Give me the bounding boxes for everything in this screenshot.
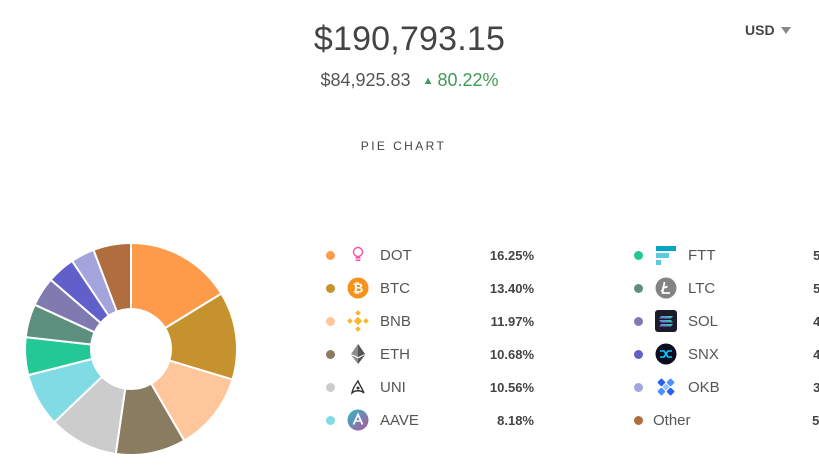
currency-selector[interactable]: USD bbox=[745, 22, 791, 38]
legend-item-uni[interactable]: UNI 10.56% bbox=[326, 374, 534, 400]
portfolio-change: ▲ 80.22% bbox=[423, 70, 499, 90]
legend-item-snx[interactable]: SNX 4.29% bbox=[634, 341, 819, 367]
legend-percent: 8.18% bbox=[497, 412, 534, 428]
legend-item-okb[interactable]: OKB 3.63% bbox=[634, 374, 819, 400]
legend-percent: 3.63% bbox=[813, 379, 819, 395]
legend-percent: 5.75% bbox=[812, 412, 819, 428]
legend-item-aave[interactable]: AAVE 8.18% bbox=[326, 407, 534, 433]
legend-symbol: AAVE bbox=[380, 411, 419, 429]
legend-symbol: Other bbox=[653, 411, 691, 429]
portfolio-change-line: $84,925.83 ▲ 80.22% bbox=[0, 70, 819, 91]
legend-item-sol[interactable]: SOL 4.47% bbox=[634, 308, 819, 334]
ltc-icon bbox=[655, 277, 677, 299]
legend-item-dot[interactable]: DOT 16.25% bbox=[326, 242, 534, 268]
pie-chart bbox=[24, 241, 238, 456]
currency-value: USD bbox=[745, 22, 775, 38]
legend-item-ltc[interactable]: LTC 5.07% bbox=[634, 275, 819, 301]
legend-swatch bbox=[326, 250, 335, 260]
legend-symbol: SNX bbox=[688, 345, 719, 363]
legend-percent: 13.40% bbox=[489, 280, 534, 296]
legend-symbol: LTC bbox=[688, 279, 716, 297]
legend-swatch bbox=[326, 349, 335, 359]
portfolio-change-percent: 80.22% bbox=[437, 70, 499, 90]
legend-percent: 16.25% bbox=[489, 247, 534, 263]
pie-slice-other[interactable] bbox=[92, 241, 132, 313]
portfolio-base-value: $84,925.83 bbox=[320, 70, 411, 90]
caret-down-icon bbox=[780, 26, 791, 34]
legend-symbol: SOL bbox=[688, 312, 719, 330]
sol-icon bbox=[655, 310, 677, 332]
legend-swatch bbox=[634, 349, 643, 359]
legend-item-bnb[interactable]: BNB 11.97% bbox=[326, 308, 534, 334]
bnb-icon bbox=[347, 310, 369, 332]
uni-icon bbox=[347, 376, 369, 398]
dot-icon bbox=[347, 244, 369, 266]
legend-swatch bbox=[326, 382, 335, 392]
legend-percent: 4.47% bbox=[813, 313, 819, 329]
legend-symbol: DOT bbox=[380, 246, 412, 264]
snx-icon bbox=[655, 343, 677, 365]
legend-item-btc[interactable]: ₿ BTC 13.40% bbox=[326, 275, 534, 301]
aave-icon bbox=[347, 409, 369, 431]
legend-symbol: BNB bbox=[380, 312, 411, 330]
legend-swatch bbox=[326, 415, 335, 425]
legend-percent: 11.97% bbox=[490, 313, 534, 329]
legend-symbol: BTC bbox=[380, 279, 410, 297]
legend-symbol: OKB bbox=[688, 378, 720, 396]
legend-item-ftt[interactable]: FTT 5.75% bbox=[634, 242, 819, 268]
legend-swatch bbox=[634, 382, 643, 392]
ftt-icon bbox=[655, 244, 677, 266]
legend-swatch bbox=[634, 415, 643, 425]
legend-symbol: ETH bbox=[380, 345, 410, 363]
legend-swatch bbox=[326, 283, 335, 293]
legend-percent: 10.68% bbox=[489, 346, 534, 362]
legend-percent: 4.29% bbox=[813, 346, 819, 362]
legend-percent: 5.75% bbox=[813, 247, 819, 263]
eth-icon bbox=[347, 343, 369, 365]
legend-percent: 10.56% bbox=[489, 379, 534, 395]
okb-icon bbox=[655, 376, 677, 398]
up-arrow-icon: ▲ bbox=[422, 75, 434, 87]
legend-item-eth[interactable]: ETH 10.68% bbox=[326, 341, 534, 367]
chart-title: PIE CHART bbox=[360, 139, 447, 153]
legend-percent: 5.07% bbox=[813, 280, 819, 296]
legend-swatch bbox=[634, 250, 643, 260]
legend-symbol: FTT bbox=[688, 246, 716, 264]
legend-swatch bbox=[326, 316, 335, 326]
legend-item-other[interactable]: Other 5.75% bbox=[634, 407, 819, 433]
portfolio-total: $190,793.15 bbox=[313, 20, 506, 58]
legend-swatch bbox=[634, 316, 643, 326]
legend-symbol: UNI bbox=[380, 378, 406, 396]
btc-icon: ₿ bbox=[347, 277, 369, 299]
legend-swatch bbox=[634, 283, 643, 293]
svg-text:₿: ₿ bbox=[353, 282, 364, 297]
